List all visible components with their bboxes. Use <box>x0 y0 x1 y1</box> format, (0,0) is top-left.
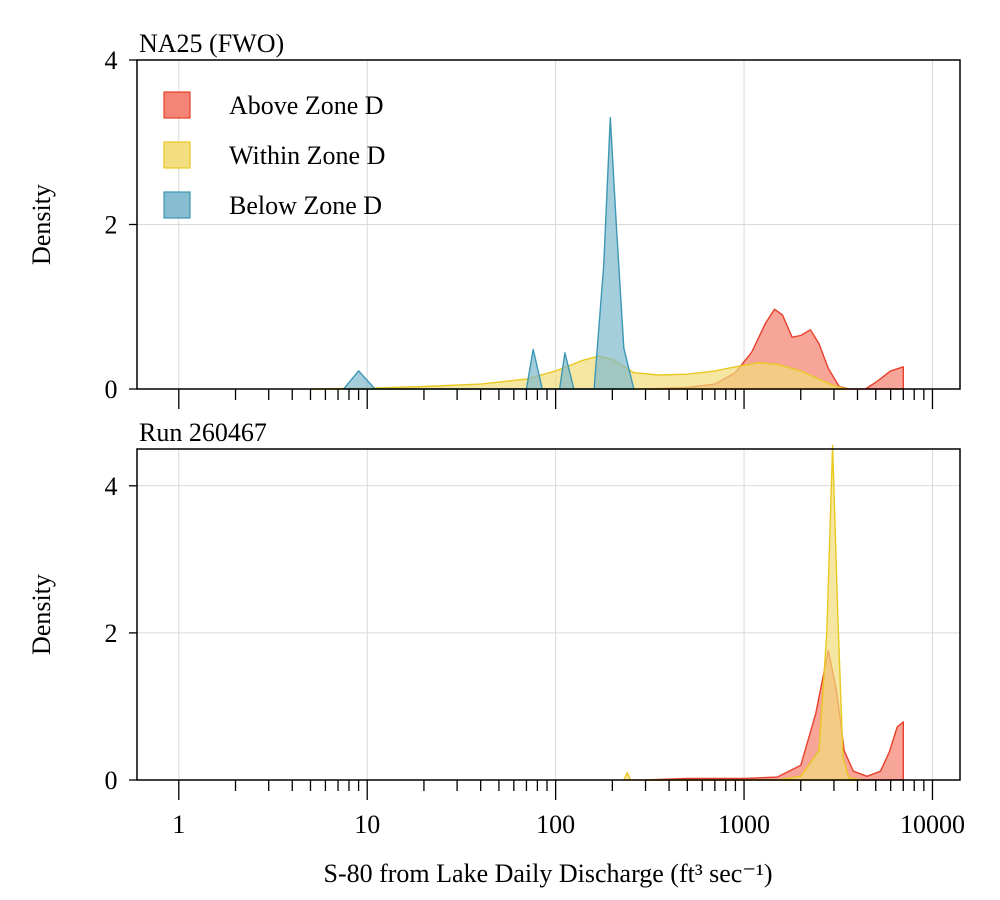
panel-2: 0 2 4 Density Run 260467 1 10 100 1000 10000 <box>27 418 965 839</box>
y-tick-label: 2 <box>105 211 118 240</box>
legend-label: Within Zone D <box>229 141 385 170</box>
x-tick-label: 1 <box>172 810 185 839</box>
density-area-within-zone-d <box>309 355 848 390</box>
y-axis-label: Density <box>27 574 56 655</box>
y-tick-label: 4 <box>105 46 118 75</box>
density-area-above-zone-d <box>644 649 904 781</box>
legend-swatch <box>163 91 191 119</box>
legend-swatch <box>163 141 191 169</box>
density-area-within-zone-d <box>623 444 863 781</box>
x-tick-label: 100 <box>536 810 575 839</box>
panel-title: NA25 (FWO) <box>139 29 284 58</box>
y-tick-label: 2 <box>105 619 118 648</box>
y-axis-label: Density <box>27 184 56 265</box>
x-tick-label: 10000 <box>900 810 965 839</box>
x-tick-label: 10 <box>354 810 380 839</box>
y-tick-label: 4 <box>105 472 118 501</box>
density-area-below-zone-d <box>343 116 635 390</box>
legend-label: Below Zone D <box>229 191 382 220</box>
legend-swatch <box>163 191 191 219</box>
x-tick-label: 1000 <box>718 810 770 839</box>
y-tick-label: 0 <box>105 766 118 795</box>
panel-title: Run 260467 <box>139 418 267 447</box>
y-tick-label: 0 <box>105 375 118 404</box>
legend-label: Above Zone D <box>229 91 384 120</box>
x-axis-label: S-80 from Lake Daily Discharge (ft³ sec⁻… <box>323 859 772 888</box>
panel-frame <box>136 448 961 781</box>
legend: Above Zone D Within Zone D Below Zone D <box>163 91 385 220</box>
panel-1: 0 2 4 Density NA25 (FWO) <box>27 29 961 409</box>
